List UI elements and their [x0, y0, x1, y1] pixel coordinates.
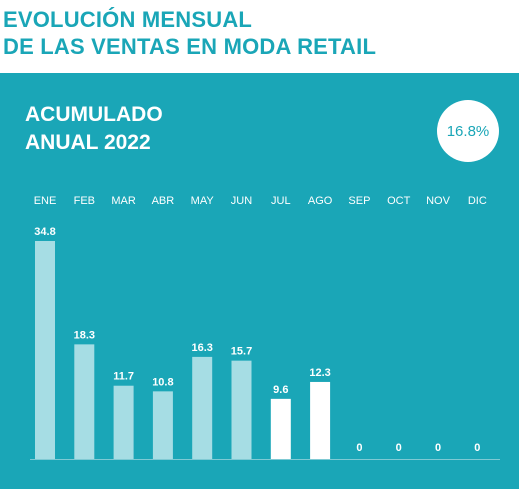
bar [113, 385, 134, 459]
x-tick-label: NOV [426, 195, 451, 207]
x-tick-label: DIC [468, 195, 487, 207]
data-label: 16.3 [191, 342, 212, 354]
data-label: 0 [435, 442, 441, 454]
data-label: 0 [474, 442, 480, 454]
bar [35, 241, 55, 459]
x-tick-label: MAY [191, 195, 215, 207]
bar [192, 356, 213, 459]
data-label: 10.8 [152, 376, 173, 388]
data-label: 0 [356, 442, 362, 454]
data-label: 34.8 [34, 226, 55, 238]
bar [231, 360, 252, 459]
data-label: 0 [396, 442, 402, 454]
bar [74, 344, 95, 459]
x-tick-label: ENE [34, 195, 57, 207]
data-label: 15.7 [231, 346, 252, 358]
data-label: 18.3 [74, 329, 95, 341]
x-tick-label: MAR [111, 195, 136, 207]
x-tick-label: JUN [231, 195, 252, 207]
data-label: 11.7 [113, 371, 134, 383]
chart-subtitle: ACUMULADO ANUAL 2022 [25, 103, 163, 154]
x-tick-label: JUL [271, 195, 291, 207]
bar [152, 391, 173, 459]
x-tick-label: AGO [308, 195, 333, 207]
x-tick-label: ABR [152, 195, 175, 207]
x-tick-label: OCT [387, 195, 411, 207]
total-badge: 16.8% [437, 100, 499, 162]
data-label: 12.3 [309, 367, 330, 379]
x-tick-label: SEP [348, 195, 370, 207]
bar [270, 398, 291, 459]
bar [310, 381, 331, 459]
data-label: 9.6 [273, 384, 288, 396]
page-title: EVOLUCIÓN MENSUAL DE LAS VENTAS EN MODA … [3, 7, 377, 59]
x-tick-label: FEB [74, 195, 95, 207]
